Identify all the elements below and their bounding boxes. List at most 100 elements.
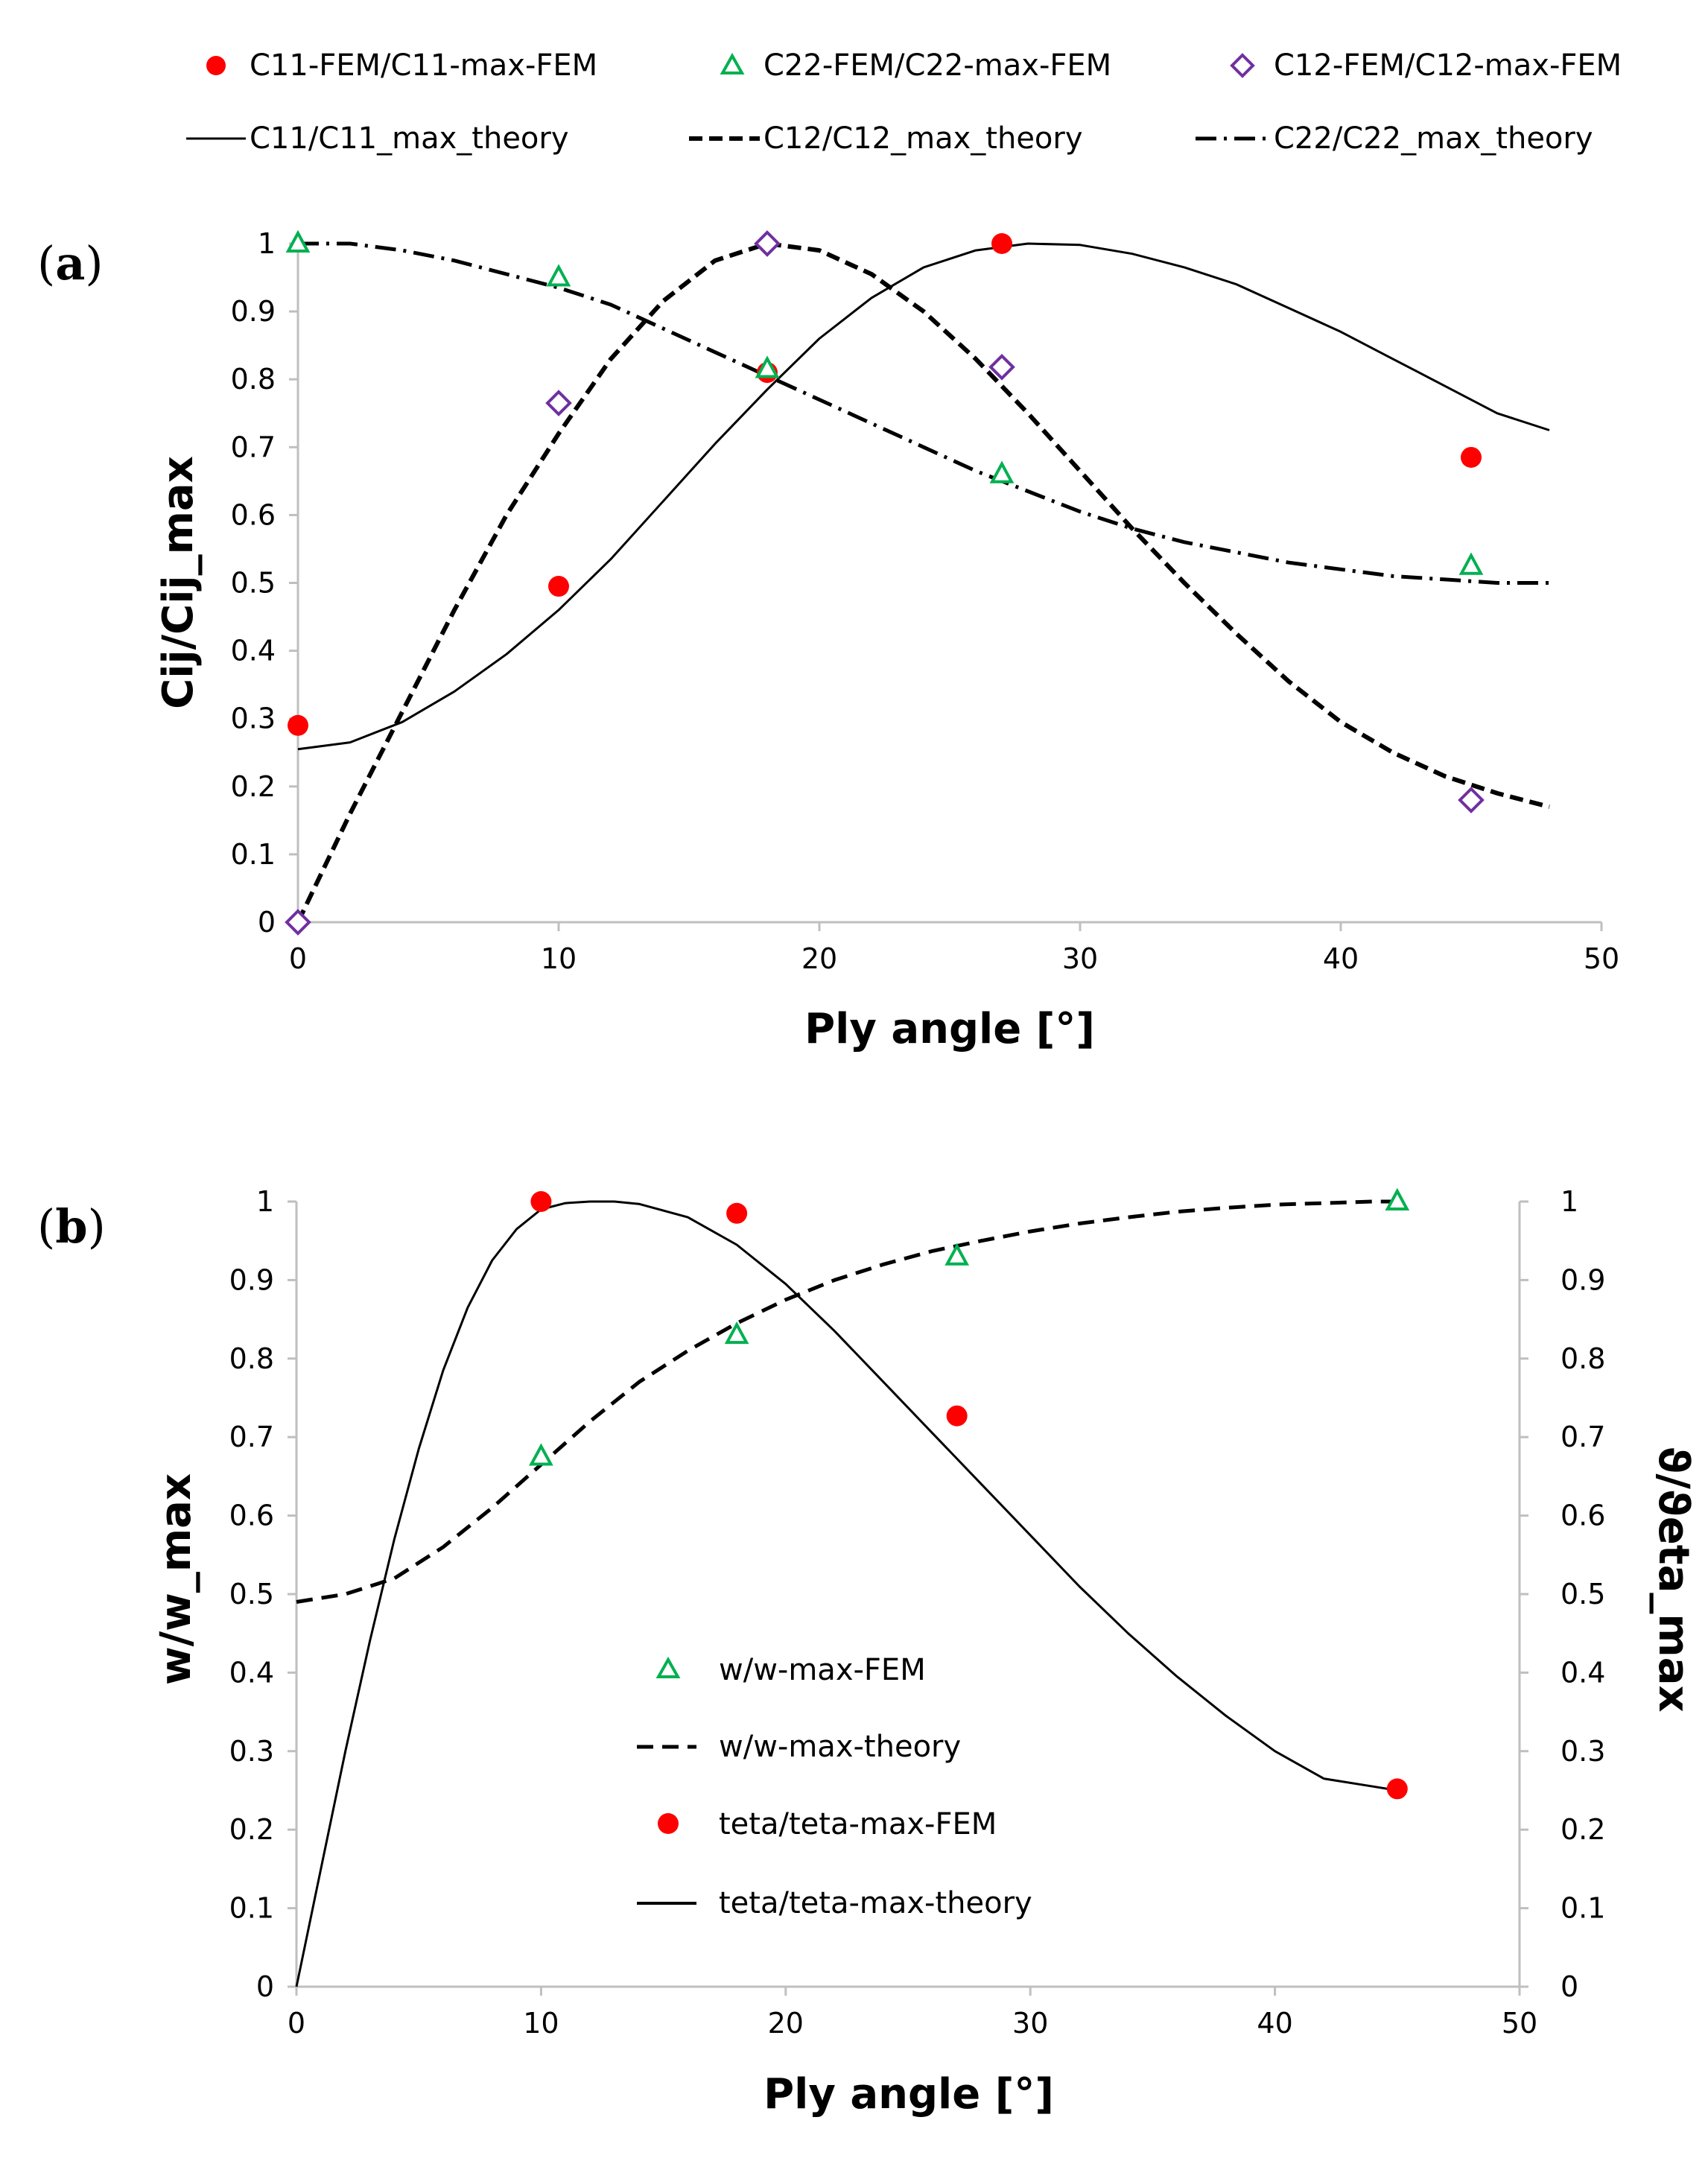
panel-a-y-tick-label: 0.6	[231, 498, 276, 531]
panel-a-point-c22fem	[546, 264, 571, 287]
panel-a-tag: (a)	[37, 236, 104, 291]
panel-b-line-tth	[295, 1200, 1398, 1987]
legend-a-marker-c22fem	[720, 52, 745, 74]
panel-b-point-wfem	[529, 1443, 553, 1466]
panel-a-ticks: 0 10 20 30 40 50 0 0.1 0.2 0.3 0.4 0.5 0.6 0.7 0.8 0.9 1	[231, 227, 1620, 975]
legend-a: C11-FEM/C11-max-FEM C22-FEM/C22-max-FEM …	[186, 48, 1622, 156]
panel-a-y-tick-label: 0.9	[231, 295, 276, 328]
legend-a-item-c22fem: C22-FEM/C22-max-FEM	[720, 48, 1111, 83]
panel-b-y-tick-label: 0.1	[229, 1892, 274, 1925]
panel-b-point-wfem	[1385, 1187, 1410, 1210]
panel-b-y2-tick-label: 0.2	[1561, 1813, 1605, 1846]
panel-a-x-axis-title: Ply angle [°]	[804, 1005, 1095, 1053]
panel-b-y2-tick-label: 0.5	[1561, 1578, 1605, 1611]
panel-b-y-tick-label: 0.3	[229, 1735, 274, 1768]
panel-a-x-tick-label: 50	[1584, 942, 1619, 975]
panel-b-y-tick-label: 0.9	[229, 1263, 274, 1296]
panel-b-point-tfem	[726, 1202, 748, 1224]
panel-b-point-wfem	[724, 1321, 749, 1345]
legend-b-item-wth: w/w-max-theory	[637, 1730, 961, 1764]
panel-a-point-c22fem	[989, 460, 1015, 483]
panel-b-y2-tick-label: 0.1	[1561, 1892, 1605, 1925]
panel-b-y2-tick-label: 0.7	[1561, 1421, 1605, 1453]
legend-a-item-c11th: C11/C11_max_theory	[186, 121, 569, 156]
panel-a-point-c12fem	[754, 230, 781, 257]
legend-a-label-c12fem: C12-FEM/C12-max-FEM	[1274, 48, 1622, 83]
chart-panel-a: C11-FEM/C11-max-FEM C22-FEM/C22-max-FEM …	[37, 48, 1622, 1053]
panel-a-point-c12fem	[545, 390, 572, 416]
legend-a-label-c12th: C12/C12_max_theory	[763, 121, 1083, 156]
panel-b-y-tick-label: 0.2	[229, 1813, 274, 1846]
legend-b-marker-wfem	[655, 1656, 681, 1678]
panel-a-point-c11fem	[288, 714, 308, 736]
legend-b-label-wth: w/w-max-theory	[719, 1730, 961, 1764]
panel-a-point-c12fem	[988, 353, 1015, 381]
panel-a-y-tick-label: 0.1	[231, 838, 276, 871]
panel-a-y-tick-label: 0	[258, 906, 276, 939]
panel-b-y2-tick-label: 0.3	[1561, 1735, 1605, 1768]
panel-a-y-tick-label: 0.3	[231, 702, 276, 735]
panel-a-point-c12fem	[285, 909, 311, 936]
panel-b-y-tick-label: 0.8	[229, 1342, 274, 1375]
panel-a-point-c22fem	[285, 229, 311, 253]
panel-a-point-c12fem	[1458, 787, 1485, 813]
panel-b-y-tick-label: 0.7	[229, 1421, 274, 1453]
panel-b-y2-tick-label: 0.6	[1561, 1500, 1605, 1532]
panel-a-point-c22fem	[1458, 552, 1484, 575]
legend-a-item-c12th: C12/C12_max_theory	[689, 121, 1083, 156]
legend-a-marker-c12fem	[1230, 53, 1255, 78]
panel-b-x-tick-label: 50	[1502, 2007, 1537, 2040]
panel-a-point-c11fem	[548, 576, 569, 597]
legend-b-label-wfem: w/w-max-FEM	[719, 1653, 926, 1687]
panel-b-y-axis-title-right: ϑ/ϑeta_max	[1649, 1446, 1698, 1712]
panel-b-y-axis-title-left: w/w_max	[152, 1473, 200, 1685]
panel-a-y-tick-label: 0.7	[231, 431, 276, 463]
panel-b-y-tick-label: 1	[256, 1185, 274, 1218]
legend-b-label-tth: teta/teta-max-theory	[719, 1886, 1032, 1920]
legend-a-label-c22fem: C22-FEM/C22-max-FEM	[763, 48, 1111, 83]
panel-b-plot-area	[295, 1187, 1410, 1987]
panel-a-point-c11fem	[1461, 446, 1482, 468]
panel-b-x-tick-label: 30	[1012, 2007, 1048, 2040]
legend-a-label-c22th: C22/C22_max_theory	[1274, 121, 1593, 156]
panel-a-line-c11th	[297, 242, 1550, 751]
panel-b-y2-tick-label: 0	[1561, 1970, 1578, 2003]
panel-b-y-tick-label: 0.5	[229, 1578, 274, 1611]
panel-a-x-tick-label: 10	[541, 942, 577, 975]
panel-b-y-tick-label: 0.6	[229, 1500, 274, 1532]
legend-b: w/w-max-FEM w/w-max-theory teta/teta-max…	[637, 1653, 1032, 1920]
panel-a-x-tick-label: 20	[801, 942, 837, 975]
panel-b-y2-tick-label: 0.8	[1561, 1342, 1605, 1375]
panel-b-tag: (b)	[37, 1199, 106, 1254]
panel-b-y2-tick-label: 1	[1561, 1185, 1578, 1218]
panel-b-y-tick-label: 0.4	[229, 1656, 274, 1689]
legend-a-item-c12fem: C12-FEM/C12-max-FEM	[1230, 48, 1622, 83]
panel-b-y2-tick-label: 0.4	[1561, 1656, 1605, 1689]
legend-a-item-c22th: C22/C22_max_theory	[1196, 121, 1593, 156]
panel-a-x-tick-label: 40	[1323, 942, 1359, 975]
panel-b-ticks: 0 10 20 30 40 5000.10.20.30.40.50.60.70.80.91…	[229, 1185, 1606, 2040]
panel-b-point-wfem	[945, 1243, 970, 1266]
panel-a-plot-area	[285, 229, 1550, 936]
panel-b-point-tfem	[946, 1405, 968, 1427]
panel-b-x-axis-title: Ply angle [°]	[763, 2070, 1054, 2119]
chart-panel-b: (b) 0 10 20 30 40 5000.10.20.30.40.50.60.70.8…	[37, 1185, 1698, 2119]
panel-a-line-c12th	[296, 241, 1550, 924]
legend-a-marker-c11fem	[206, 56, 226, 75]
panel-b-x-tick-label: 10	[523, 2007, 559, 2040]
legend-b-item-tfem: teta/teta-max-FEM	[658, 1807, 997, 1841]
panel-b-x-tick-label: 0	[288, 2007, 305, 2040]
legend-a-item-c11fem: C11-FEM/C11-max-FEM	[206, 48, 597, 83]
panel-b-line-wth	[296, 1199, 1397, 1604]
panel-a-line-c22th	[298, 241, 1549, 585]
legend-a-label-c11th: C11/C11_max_theory	[250, 121, 569, 156]
legend-b-item-wfem: w/w-max-FEM	[655, 1653, 926, 1687]
panel-a-point-c22fem	[755, 355, 780, 378]
panel-b-x-tick-label: 40	[1257, 2007, 1292, 2040]
panel-a-y-tick-label: 1	[258, 227, 276, 260]
panel-b-y2-tick-label: 0.9	[1561, 1263, 1605, 1296]
legend-b-label-tfem: teta/teta-max-FEM	[719, 1807, 997, 1841]
legend-a-label-c11fem: C11-FEM/C11-max-FEM	[250, 48, 597, 83]
panel-a-y-tick-label: 0.2	[231, 770, 276, 803]
